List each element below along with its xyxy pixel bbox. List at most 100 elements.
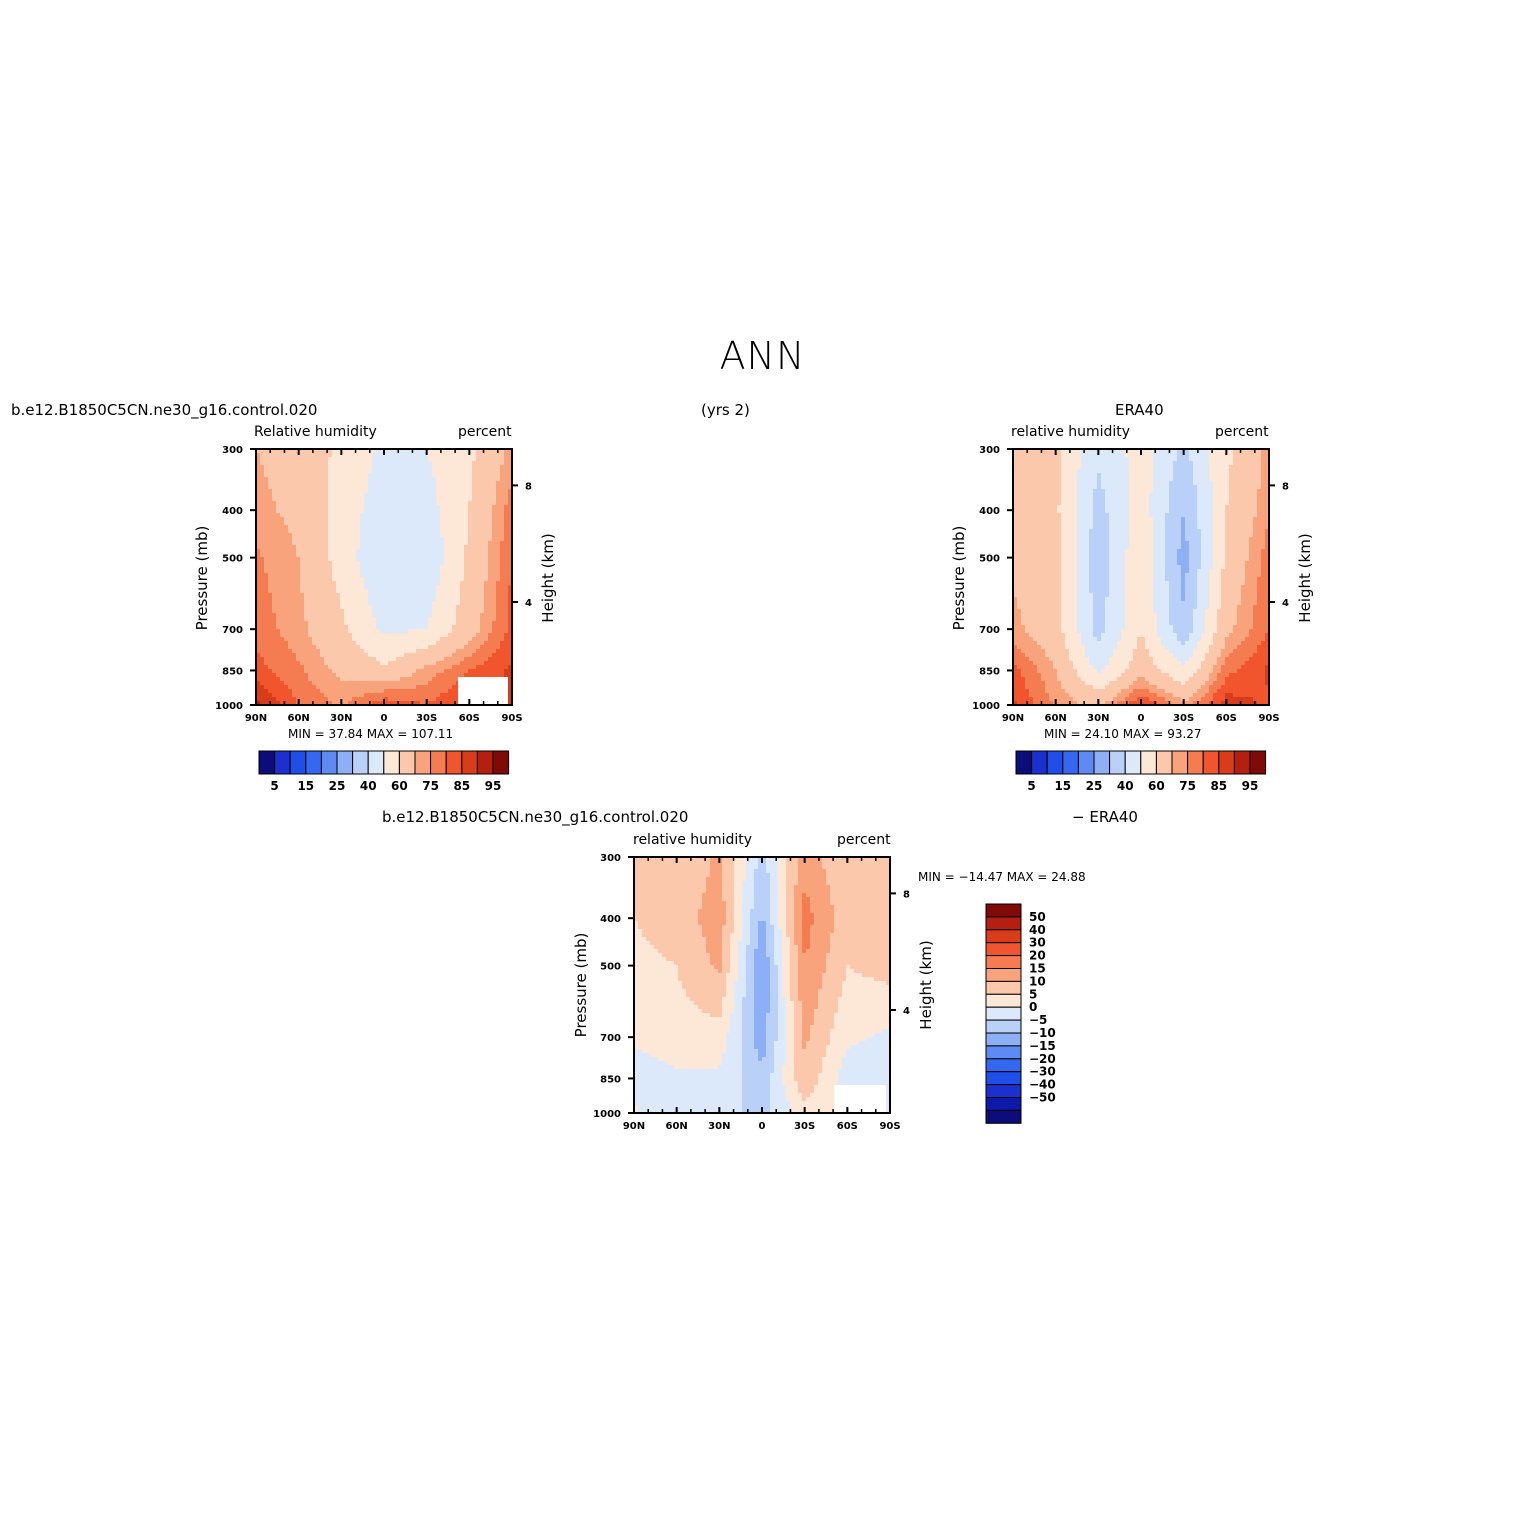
model-cell bbox=[472, 453, 477, 458]
model-cell bbox=[428, 533, 433, 538]
model-cell bbox=[344, 613, 349, 618]
obs-cell bbox=[1125, 497, 1130, 502]
model-cell bbox=[464, 589, 469, 594]
model-cell bbox=[324, 509, 329, 514]
model-cell bbox=[280, 633, 285, 638]
obs-cell bbox=[1041, 493, 1046, 498]
obs-cell bbox=[1025, 477, 1030, 482]
model-cell bbox=[420, 625, 425, 630]
model-cell bbox=[288, 693, 293, 698]
model-cell bbox=[488, 505, 493, 510]
model-cell bbox=[352, 449, 357, 454]
obs-cell bbox=[1017, 489, 1022, 494]
model-cell bbox=[356, 453, 361, 458]
model-cell bbox=[268, 593, 273, 598]
model-cell bbox=[272, 505, 277, 510]
obs-cell bbox=[1261, 477, 1266, 482]
model-cell bbox=[288, 689, 293, 694]
obs-cell bbox=[1045, 469, 1050, 474]
model-cell bbox=[440, 621, 445, 626]
model-cell bbox=[504, 625, 509, 630]
model-cell bbox=[256, 677, 261, 682]
model-cell bbox=[284, 585, 289, 590]
model-cell bbox=[300, 577, 305, 582]
model-cell bbox=[440, 605, 445, 610]
model-cell bbox=[288, 577, 293, 582]
model-cell bbox=[284, 637, 289, 642]
model-cell bbox=[488, 657, 493, 662]
model-cell bbox=[324, 489, 329, 494]
model-cell bbox=[504, 669, 509, 674]
model-cell bbox=[296, 537, 301, 542]
model-cell bbox=[284, 509, 289, 514]
model-cell bbox=[444, 673, 449, 678]
model-cell bbox=[440, 673, 445, 678]
model-cell bbox=[420, 505, 425, 510]
obs-cell bbox=[1045, 473, 1050, 478]
model-cell bbox=[388, 465, 393, 470]
model-cell bbox=[312, 657, 317, 662]
model-cell bbox=[336, 693, 341, 698]
model-cell bbox=[376, 613, 381, 618]
obs-cell bbox=[1189, 473, 1194, 478]
model-cell bbox=[400, 645, 405, 650]
model-cell bbox=[492, 529, 497, 534]
obs-cell bbox=[1025, 453, 1030, 458]
model-cell bbox=[396, 529, 401, 534]
obs-cell bbox=[1241, 493, 1246, 498]
model-cell bbox=[492, 561, 497, 566]
model-cell bbox=[496, 577, 501, 582]
obs-cell bbox=[1229, 461, 1234, 466]
model-cell bbox=[384, 621, 389, 626]
model-cell bbox=[456, 657, 461, 662]
model-cell bbox=[348, 469, 353, 474]
model-cell bbox=[456, 613, 461, 618]
model-cell bbox=[300, 617, 305, 622]
model-cell bbox=[280, 653, 285, 658]
model-cell bbox=[324, 661, 329, 666]
model-cell bbox=[404, 573, 409, 578]
model-cell bbox=[500, 661, 505, 666]
model-cell bbox=[464, 653, 469, 658]
model-cell bbox=[364, 553, 369, 558]
model-cell bbox=[424, 453, 429, 458]
model-cell bbox=[384, 525, 389, 530]
model-cell bbox=[360, 625, 365, 630]
model-cell bbox=[492, 465, 497, 470]
model-cell bbox=[316, 477, 321, 482]
model-cell bbox=[276, 509, 281, 514]
model-cell bbox=[408, 485, 413, 490]
model-cell bbox=[272, 693, 277, 698]
model-cell bbox=[312, 685, 317, 690]
obs-cell bbox=[1117, 449, 1122, 454]
model-cell bbox=[508, 529, 513, 534]
model-cell bbox=[324, 513, 329, 518]
model-cell bbox=[264, 485, 269, 490]
model-cell bbox=[400, 449, 405, 454]
model-cell bbox=[316, 625, 321, 630]
model-cell bbox=[344, 453, 349, 458]
model-cell bbox=[452, 517, 457, 522]
model-cell bbox=[348, 565, 353, 570]
obs-cell bbox=[1257, 449, 1262, 454]
model-cell bbox=[344, 637, 349, 642]
model-cell bbox=[484, 493, 489, 498]
model-cell bbox=[500, 605, 505, 610]
model-cell bbox=[472, 469, 477, 474]
model-cell bbox=[336, 641, 341, 646]
model-cell bbox=[324, 461, 329, 466]
model-cell bbox=[508, 609, 513, 614]
obs-cell bbox=[1141, 485, 1146, 490]
model-cell bbox=[440, 593, 445, 598]
model-cell bbox=[372, 485, 377, 490]
model-cell bbox=[428, 641, 433, 646]
model-cell bbox=[352, 689, 357, 694]
model-cell bbox=[272, 521, 277, 526]
model-cell bbox=[444, 505, 449, 510]
model-cell bbox=[348, 513, 353, 518]
model-cell bbox=[400, 505, 405, 510]
obs-cell bbox=[1265, 477, 1270, 482]
obs-cell bbox=[1081, 485, 1086, 490]
model-cell bbox=[264, 477, 269, 482]
model-cell bbox=[292, 673, 297, 678]
